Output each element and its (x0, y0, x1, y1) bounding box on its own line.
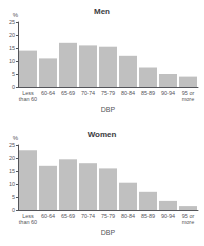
svg-text:Less: Less (22, 213, 34, 219)
svg-text:5: 5 (12, 71, 15, 77)
svg-text:65-69: 65-69 (61, 213, 75, 219)
svg-text:20: 20 (9, 32, 15, 38)
svg-text:DBP: DBP (101, 106, 116, 113)
svg-text:75-79: 75-79 (101, 213, 115, 219)
svg-text:60-64: 60-64 (41, 90, 55, 96)
svg-text:95 or: 95 or (181, 213, 195, 219)
svg-text:60-64: 60-64 (41, 213, 55, 219)
svg-text:more: more (182, 219, 195, 225)
svg-text:70-74: 70-74 (81, 90, 95, 96)
svg-text:%: % (13, 135, 19, 141)
svg-text:%: % (13, 12, 19, 18)
svg-text:20: 20 (9, 155, 15, 161)
svg-text:65-69: 65-69 (61, 90, 75, 96)
svg-text:10: 10 (9, 58, 15, 64)
svg-text:75-79: 75-79 (101, 90, 115, 96)
svg-text:Men: Men (94, 7, 110, 16)
svg-text:85-89: 85-89 (141, 90, 155, 96)
svg-text:10: 10 (9, 181, 15, 187)
svg-text:15: 15 (9, 168, 15, 174)
svg-text:95 or: 95 or (181, 90, 195, 96)
svg-text:90-94: 90-94 (161, 90, 175, 96)
svg-text:15: 15 (9, 45, 15, 51)
svg-text:DBP: DBP (101, 229, 116, 236)
svg-text:25: 25 (9, 142, 15, 148)
svg-text:Women: Women (88, 130, 117, 139)
svg-text:80-84: 80-84 (121, 213, 135, 219)
svg-text:80-84: 80-84 (121, 90, 135, 96)
svg-text:85-89: 85-89 (141, 213, 155, 219)
svg-text:0: 0 (12, 207, 15, 213)
svg-text:0: 0 (12, 84, 15, 90)
svg-text:90-94: 90-94 (161, 213, 175, 219)
svg-text:5: 5 (12, 194, 15, 200)
svg-text:than 60: than 60 (19, 219, 37, 225)
svg-text:70-74: 70-74 (81, 213, 95, 219)
svg-text:Less: Less (22, 90, 34, 96)
svg-text:than 60: than 60 (19, 96, 37, 102)
svg-text:more: more (182, 96, 195, 102)
svg-text:25: 25 (9, 19, 15, 25)
